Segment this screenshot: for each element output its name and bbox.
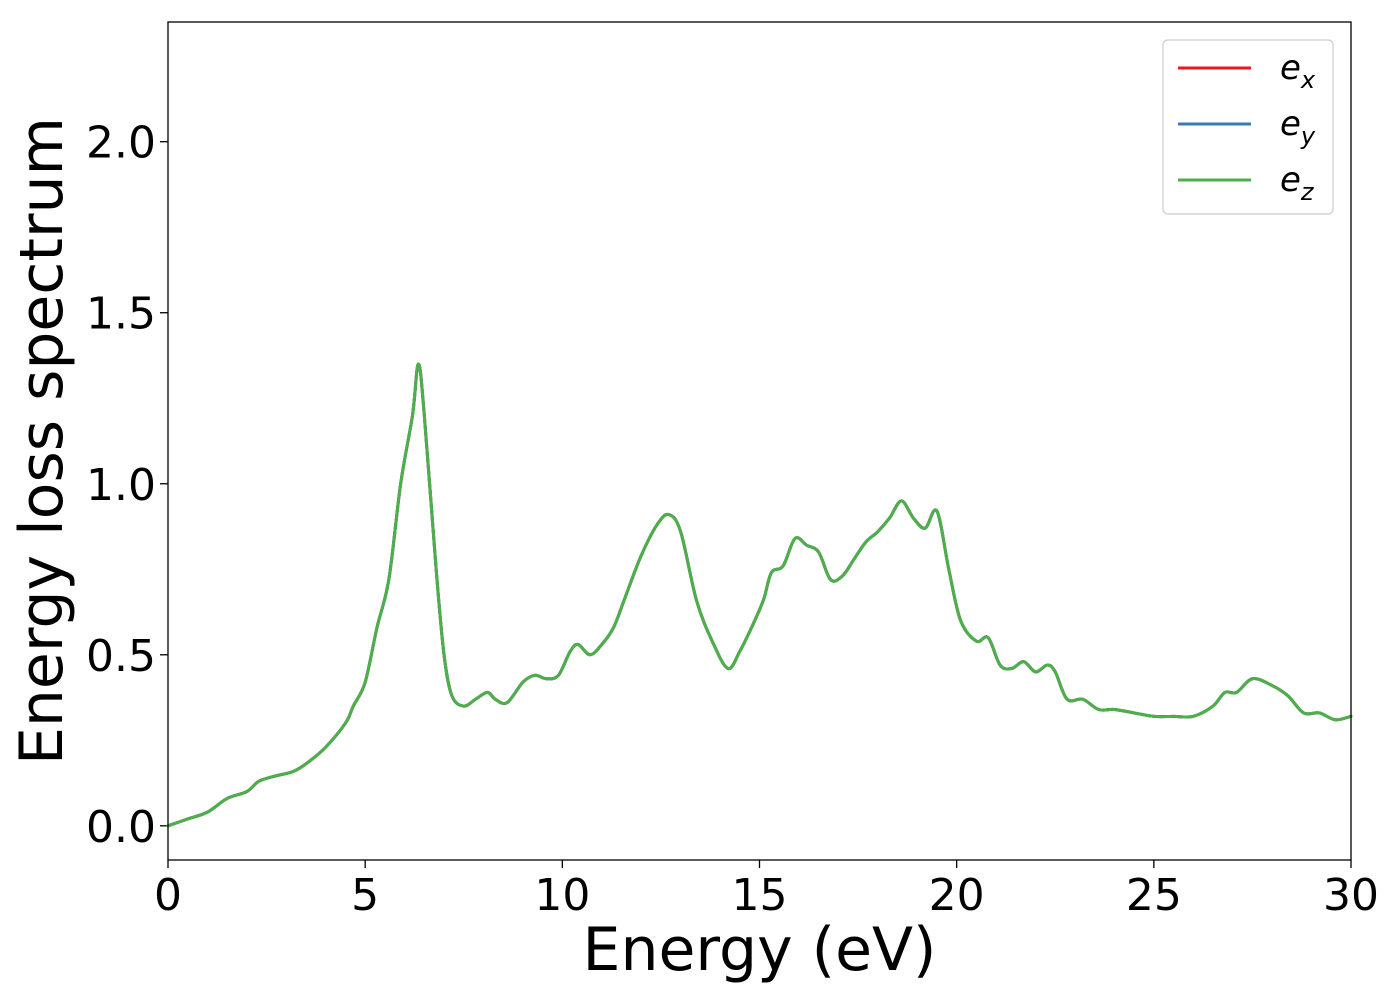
- y-tick-label: 1.5: [86, 289, 156, 340]
- legend-label: ez: [1280, 160, 1315, 206]
- legend-label: ey: [1280, 104, 1316, 150]
- series-line-ey: [166, 362, 1353, 828]
- y-tick-label: 0.5: [86, 631, 156, 682]
- legend-box: [1162, 39, 1334, 215]
- y-axis-label: Energy loss spectrum: [7, 117, 77, 765]
- x-tick-label: 10: [534, 870, 590, 921]
- legend-label-subscript: y: [1300, 122, 1316, 150]
- x-tick-label: 20: [929, 870, 985, 921]
- y-tick-label: 1.0: [86, 460, 156, 511]
- x-axis-label: Energy (eV): [583, 915, 937, 985]
- x-tick-label: 15: [732, 870, 788, 921]
- x-tick-label: 25: [1126, 870, 1182, 921]
- x-tick-label: 5: [351, 870, 379, 921]
- legend-label-base: e: [1280, 48, 1301, 88]
- legend-label-subscript: z: [1300, 178, 1315, 206]
- series-line-ez: [166, 362, 1353, 828]
- legend-label-subscript: x: [1300, 66, 1316, 94]
- series-line-ex: [166, 362, 1353, 828]
- plot-area-frame: [167, 21, 1352, 861]
- x-tick-label: 30: [1323, 870, 1379, 921]
- legend-label-base: e: [1280, 104, 1301, 144]
- legend-label-base: e: [1280, 160, 1301, 200]
- y-tick-label: 0.0: [86, 802, 156, 853]
- x-axis-ticks: 0 5 10 15 20 25 30: [154, 860, 1379, 921]
- series-lines: [166, 362, 1353, 828]
- legend-label: ex: [1280, 48, 1316, 94]
- y-tick-label: 2.0: [86, 118, 156, 169]
- y-axis-ticks: 0.0 0.5 1.0 1.5 2.0: [86, 118, 168, 853]
- x-tick-label: 0: [154, 870, 182, 921]
